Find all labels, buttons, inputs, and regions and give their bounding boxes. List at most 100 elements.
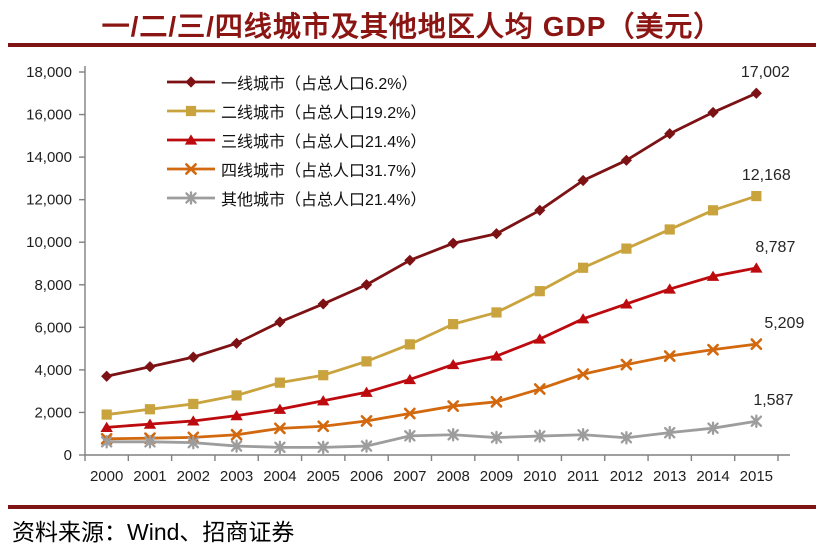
series-5: 1,587 bbox=[100, 392, 793, 455]
series-line bbox=[106, 266, 757, 429]
data-point-asterisk bbox=[317, 440, 329, 455]
data-point-square bbox=[144, 404, 156, 415]
x-tick-label: 2002 bbox=[177, 468, 210, 485]
data-point-diamond bbox=[534, 204, 546, 216]
legend-item-5: 其他城市（占总人口21.4%） bbox=[167, 183, 426, 212]
data-point-diamond bbox=[360, 279, 373, 291]
data-point-triangle bbox=[490, 350, 503, 361]
data-point-diamond bbox=[404, 254, 416, 266]
x-tick-label: 2000 bbox=[90, 468, 123, 485]
data-point-triangle bbox=[360, 386, 373, 397]
x-tick-label: 2007 bbox=[393, 468, 426, 485]
data-point-square bbox=[231, 390, 242, 401]
x-tick-label: 2010 bbox=[523, 468, 556, 485]
data-point-asterisk bbox=[620, 431, 633, 445]
data-point-triangle bbox=[533, 333, 546, 344]
data-point-square bbox=[621, 243, 632, 254]
y-tick-label: 18,000 bbox=[26, 64, 72, 81]
data-point-diamond bbox=[664, 128, 676, 140]
data-point-diamond bbox=[274, 316, 286, 328]
data-point-square bbox=[404, 339, 415, 350]
legend-label: 一线城市（占总人口6.2%） bbox=[221, 75, 418, 93]
legend-label: 其他城市（占总人口21.4%） bbox=[221, 191, 427, 209]
data-point-diamond bbox=[750, 87, 762, 99]
series-1: 17,002 bbox=[101, 64, 790, 382]
data-point-triangle bbox=[317, 395, 330, 406]
x-tick-label: 2005 bbox=[307, 468, 340, 485]
legend-item-3: 三线城市（占总人口21.4%） bbox=[167, 125, 426, 154]
data-point-triangle bbox=[750, 262, 763, 273]
data-point-diamond bbox=[185, 75, 197, 88]
data-point-x bbox=[577, 368, 589, 381]
x-marker-icon bbox=[167, 162, 215, 175]
series-4: 5,209 bbox=[100, 315, 804, 445]
data-point-asterisk bbox=[274, 440, 286, 455]
source-note: 资料来源：Wind、招商证券 bbox=[12, 519, 295, 545]
axes: 0 2,000 4,000 6,000 8,000 10,000 12,000 14,000 1… bbox=[26, 64, 790, 485]
chart-title: 一/二/三/四线城市及其他地区人均 GDP（美元） bbox=[101, 11, 723, 42]
triangle-marker-icon bbox=[167, 133, 215, 145]
data-point-asterisk bbox=[100, 435, 113, 449]
data-point-square bbox=[707, 205, 719, 216]
series-end-value-label: 5,209 bbox=[764, 315, 804, 332]
series-line bbox=[106, 342, 757, 441]
data-point-asterisk bbox=[577, 428, 589, 442]
data-point-triangle bbox=[620, 298, 633, 309]
data-point-square bbox=[185, 105, 197, 116]
data-point-x bbox=[490, 395, 503, 408]
x-tick-label: 2015 bbox=[740, 468, 773, 485]
legend-label: 四线城市（占总人口31.7%） bbox=[221, 162, 427, 180]
data-point-x bbox=[230, 428, 243, 441]
x-tick-label: 2008 bbox=[436, 468, 469, 485]
series-2: 12,168 bbox=[101, 167, 791, 420]
y-tick-label: 6,000 bbox=[34, 319, 72, 336]
data-point-square bbox=[448, 319, 459, 330]
x-tick-label: 2009 bbox=[480, 468, 513, 485]
data-point-square bbox=[534, 286, 545, 297]
data-point-x bbox=[317, 420, 330, 433]
data-point-diamond bbox=[230, 337, 243, 349]
data-point-diamond bbox=[101, 370, 113, 382]
data-point-triangle bbox=[706, 270, 720, 281]
data-point-square bbox=[274, 377, 286, 388]
data-point-square bbox=[751, 190, 762, 202]
data-point-asterisk bbox=[360, 439, 373, 453]
data-point-triangle bbox=[187, 415, 200, 426]
data-point-triangle bbox=[663, 283, 676, 294]
legend-label: 二线城市（占总人口19.2%） bbox=[221, 104, 427, 122]
x-tick-label: 2003 bbox=[220, 468, 253, 485]
y-tick-label: 10,000 bbox=[26, 234, 72, 251]
data-point-x bbox=[620, 358, 633, 371]
data-point-square bbox=[101, 409, 112, 420]
legend-label: 三线城市（占总人口21.4%） bbox=[221, 133, 427, 151]
data-point-asterisk bbox=[404, 429, 416, 443]
data-point-diamond bbox=[144, 361, 156, 373]
data-point-x bbox=[403, 407, 416, 420]
x-tick-label: 2011 bbox=[567, 468, 599, 485]
series-3: 8,787 bbox=[100, 239, 795, 432]
series-end-value-label: 1,587 bbox=[753, 392, 793, 409]
data-point-triangle bbox=[184, 133, 198, 145]
y-tick-label: 14,000 bbox=[26, 149, 72, 166]
data-point-triangle bbox=[100, 421, 113, 432]
footer-divider bbox=[8, 505, 816, 509]
y-tick-label: 4,000 bbox=[34, 362, 72, 379]
x-tick-label: 2004 bbox=[263, 468, 296, 485]
data-point-square bbox=[361, 356, 372, 367]
data-point-asterisk bbox=[663, 425, 676, 440]
y-tick-label: 16,000 bbox=[26, 107, 72, 124]
data-point-triangle bbox=[576, 313, 590, 324]
data-point-x bbox=[274, 422, 286, 435]
data-point-square bbox=[577, 262, 589, 273]
data-point-square bbox=[664, 224, 675, 235]
data-point-x bbox=[185, 162, 197, 175]
series-end-value-label: 17,002 bbox=[741, 64, 790, 81]
data-point-triangle bbox=[143, 418, 157, 429]
diamond-marker-icon bbox=[167, 75, 215, 88]
data-point-x bbox=[707, 343, 719, 356]
data-point-x bbox=[360, 415, 373, 427]
y-tick-label: 12,000 bbox=[26, 192, 72, 209]
chart-legend: 一线城市（占总人口6.2%） 二线城市（占总人口19.2%） 三线城市（占总人口21… bbox=[167, 67, 426, 212]
data-point-x bbox=[750, 338, 763, 351]
